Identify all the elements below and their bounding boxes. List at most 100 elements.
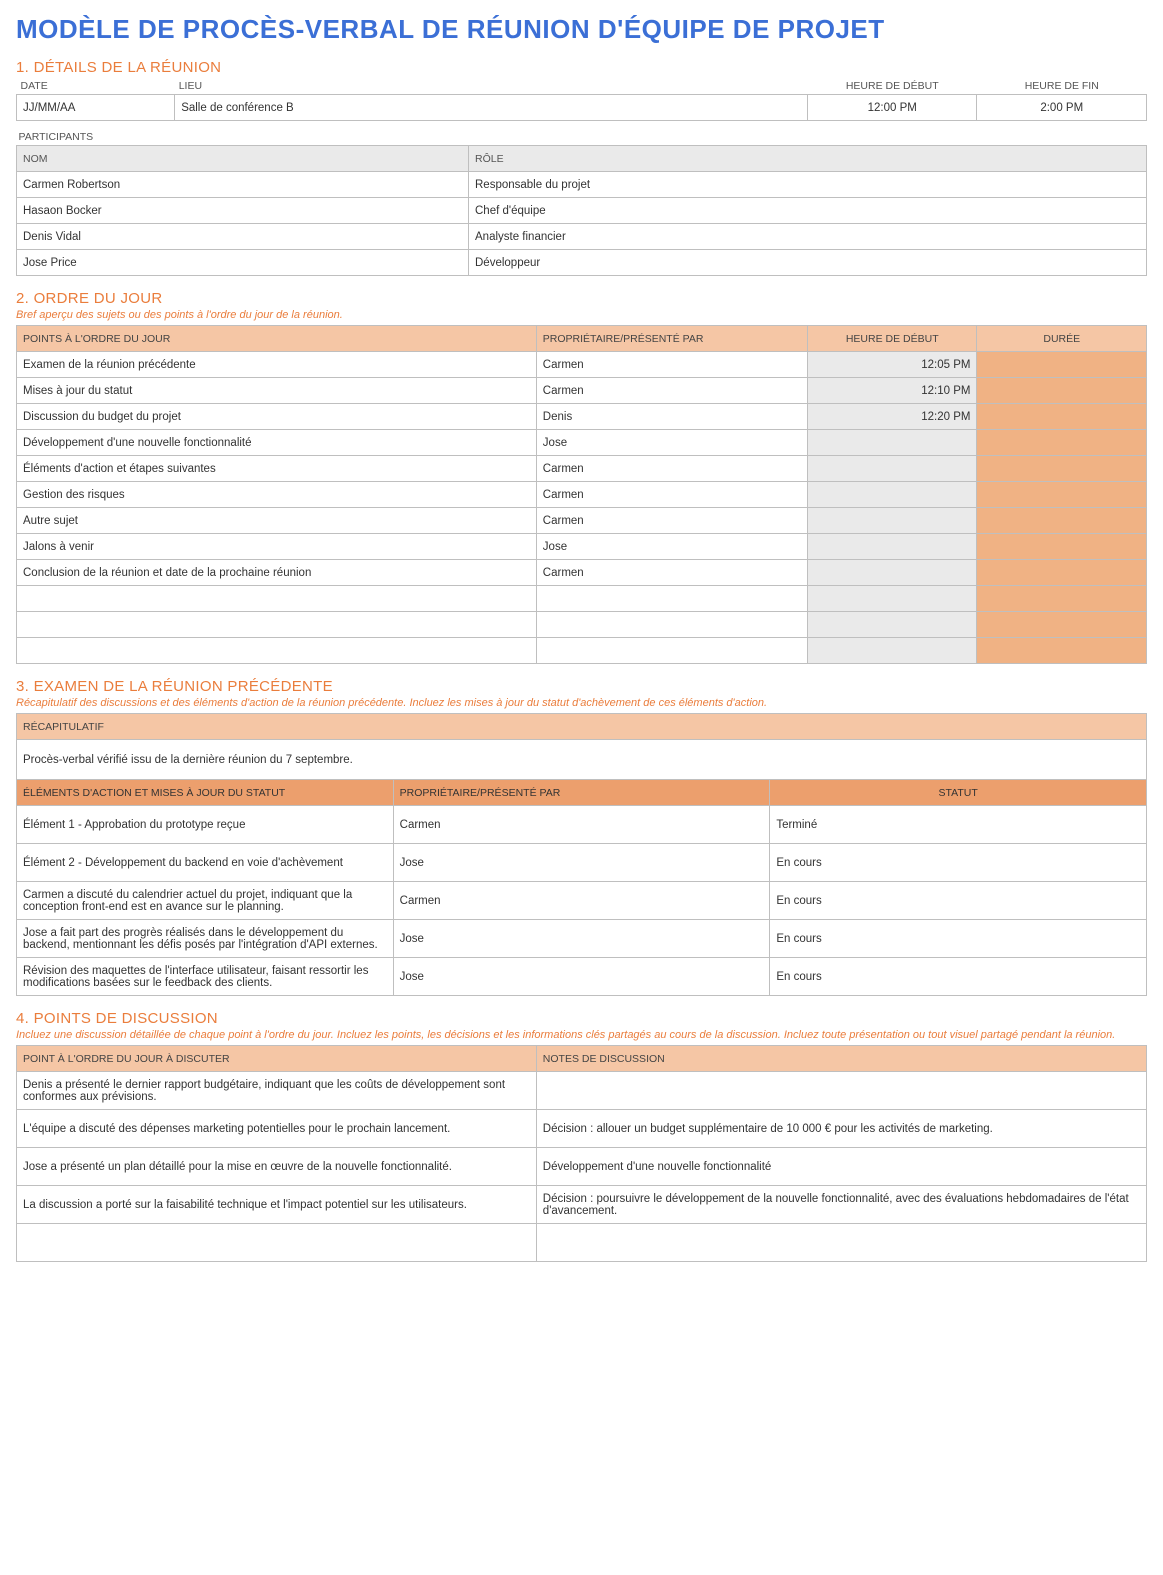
cell-dur [977,404,1147,430]
cell-item: Conclusion de la réunion et date de la p… [17,560,537,586]
discussion-table: POINT À L'ORDRE DU JOUR À DISCUTER NOTES… [16,1045,1147,1262]
table-row: Conclusion de la réunion et date de la p… [17,560,1147,586]
agenda-table: POINTS À L'ORDRE DU JOUR PROPRIÉTAIRE/PR… [16,325,1147,664]
table-row: Examen de la réunion précédenteCarmen12:… [17,352,1147,378]
table-row: Mises à jour du statutCarmen12:10 PM [17,378,1147,404]
table-row: Jose PriceDéveloppeur [17,250,1147,276]
table-row [17,612,1147,638]
cell-dur [977,638,1147,664]
recap-table: RÉCAPITULATIF Procès-verbal vérifié issu… [16,713,1147,996]
table-row: Éléments d'action et étapes suivantesCar… [17,456,1147,482]
cell-status: Terminé [770,806,1147,844]
table-row: Jose a fait part des progrès réalisés da… [17,920,1147,958]
cell-owner: Carmen [536,378,807,404]
meeting-details-table: DATE LIEU HEURE DE DÉBUT HEURE DE FIN JJ… [16,78,1147,121]
cell-notes: Décision : allouer un budget supplémenta… [536,1110,1146,1148]
cell-owner: Jose [393,844,770,882]
participants-table: PARTICIPANTS NOM RÔLE Carmen RobertsonRe… [16,125,1147,276]
cell-owner [536,638,807,664]
cell-role: Responsable du projet [469,172,1147,198]
col-start: HEURE DE DÉBUT [807,78,977,95]
table-row: Élément 2 - Développement du backend en … [17,844,1147,882]
cell-start [807,534,977,560]
cell-owner: Jose [536,534,807,560]
col-action-status: STATUT [770,780,1147,806]
cell-owner: Carmen [393,882,770,920]
col-date: DATE [17,78,175,95]
cell-dur [977,352,1147,378]
cell-notes: Développement d'une nouvelle fonctionnal… [536,1148,1146,1186]
col-disc-notes: NOTES DE DISCUSSION [536,1046,1146,1072]
section-3-heading: 3. EXAMEN DE LA RÉUNION PRÉCÉDENTE [16,678,1147,695]
cell-item: Révision des maquettes de l'interface ut… [17,958,394,996]
cell-item: L'équipe a discuté des dépenses marketin… [17,1110,537,1148]
cell-item: Jose a présenté un plan détaillé pour la… [17,1148,537,1186]
cell-dur [977,508,1147,534]
cell-owner [536,612,807,638]
table-row: La discussion a porté sur la faisabilité… [17,1186,1147,1224]
cell-item: Autre sujet [17,508,537,534]
cell-item: Examen de la réunion précédente [17,352,537,378]
cell-status: En cours [770,882,1147,920]
cell-start [807,482,977,508]
cell-owner [536,586,807,612]
col-end: HEURE DE FIN [977,78,1147,95]
section-2-heading: 2. ORDRE DU JOUR [16,290,1147,307]
table-row: L'équipe a discuté des dépenses marketin… [17,1110,1147,1148]
cell-item: La discussion a porté sur la faisabilité… [17,1186,537,1224]
table-row: Discussion du budget du projetDenis12:20… [17,404,1147,430]
recap-header: RÉCAPITULATIF [17,714,1147,740]
table-row: Élément 1 - Approbation du prototype reç… [17,806,1147,844]
col-action-owner: PROPRIÉTAIRE/PRÉSENTÉ PAR [393,780,770,806]
cell-role: Chef d'équipe [469,198,1147,224]
section-3-sub: Récapitulatif des discussions et des élé… [16,697,1147,709]
cell-notes [536,1072,1146,1110]
cell-owner: Carmen [536,508,807,534]
cell-end: 2:00 PM [977,95,1147,121]
cell-name: Jose Price [17,250,469,276]
col-lieu: LIEU [175,78,808,95]
cell-role: Analyste financier [469,224,1147,250]
table-row: Denis a présenté le dernier rapport budg… [17,1072,1147,1110]
cell-start: 12:10 PM [807,378,977,404]
cell-item: Discussion du budget du projet [17,404,537,430]
table-row: Jalons à venirJose [17,534,1147,560]
cell-start [807,508,977,534]
cell-item: Gestion des risques [17,482,537,508]
table-row [17,1224,1147,1262]
cell-item: Élément 1 - Approbation du prototype reç… [17,806,394,844]
col-agenda-item: POINTS À L'ORDRE DU JOUR [17,326,537,352]
cell-item [17,586,537,612]
cell-date: JJ/MM/AA [17,95,175,121]
cell-start: 12:00 PM [807,95,977,121]
col-agenda-owner: PROPRIÉTAIRE/PRÉSENTÉ PAR [536,326,807,352]
cell-owner: Carmen [536,482,807,508]
table-row: Denis VidalAnalyste financier [17,224,1147,250]
cell-item [17,1224,537,1262]
cell-status: En cours [770,844,1147,882]
cell-start [807,638,977,664]
cell-dur [977,456,1147,482]
cell-item: Jalons à venir [17,534,537,560]
cell-start: 12:20 PM [807,404,977,430]
cell-name: Carmen Robertson [17,172,469,198]
participants-label: PARTICIPANTS [17,125,1147,146]
table-row: Hasaon BockerChef d'équipe [17,198,1147,224]
cell-start [807,430,977,456]
cell-item: Carmen a discuté du calendrier actuel du… [17,882,394,920]
cell-notes: Décision : poursuivre le développement d… [536,1186,1146,1224]
cell-item: Développement d'une nouvelle fonctionnal… [17,430,537,456]
table-row: Carmen RobertsonResponsable du projet [17,172,1147,198]
col-role: RÔLE [469,146,1147,172]
cell-start [807,456,977,482]
cell-dur [977,430,1147,456]
cell-dur [977,560,1147,586]
cell-status: En cours [770,958,1147,996]
cell-item [17,638,537,664]
cell-owner: Jose [393,958,770,996]
cell-name: Hasaon Bocker [17,198,469,224]
cell-dur [977,612,1147,638]
table-row: Jose a présenté un plan détaillé pour la… [17,1148,1147,1186]
table-row: Révision des maquettes de l'interface ut… [17,958,1147,996]
cell-item: Élément 2 - Développement du backend en … [17,844,394,882]
